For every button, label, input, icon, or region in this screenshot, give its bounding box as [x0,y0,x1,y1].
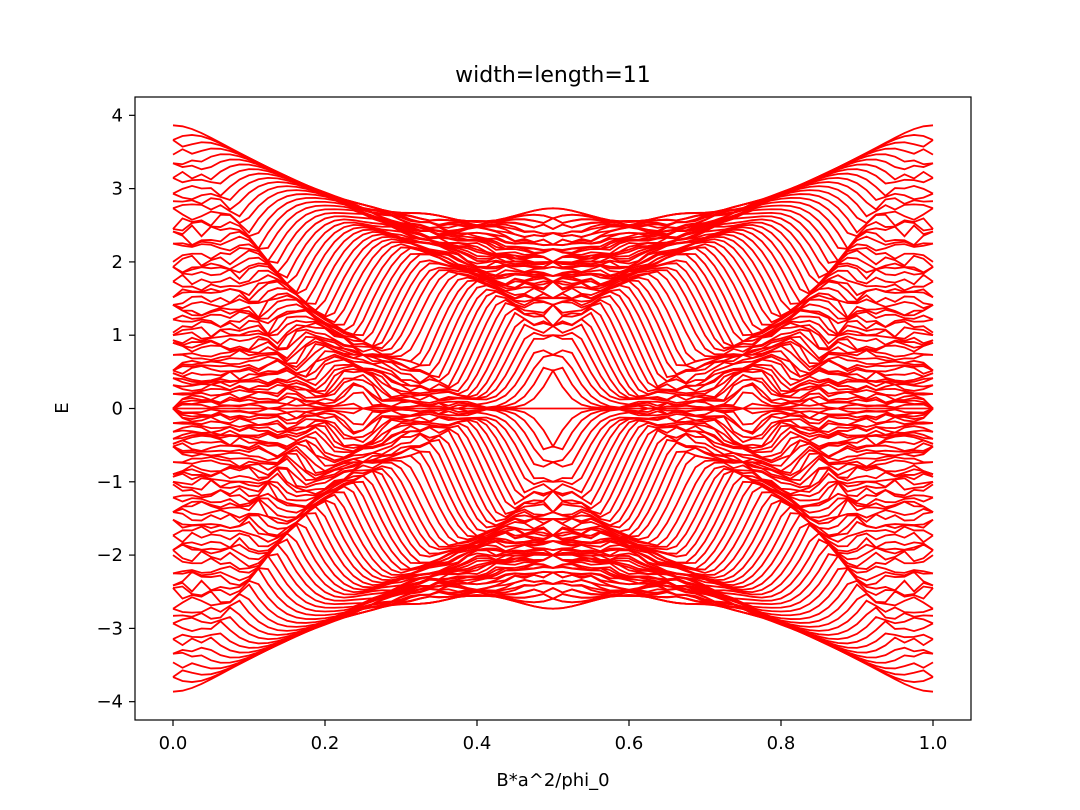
energy-level-line [172,485,934,571]
y-tick-label: 2 [112,252,123,273]
y-tick-label: 0 [112,399,123,420]
y-tick-label: −2 [96,545,123,566]
chart-title: width=length=11 [455,63,651,88]
y-tick-label: 3 [112,179,123,200]
energy-level-line [172,349,934,410]
y-tick-label: 1 [112,325,123,346]
x-axis-ticks: 0.0 0.2 0.4 0.6 0.8 1.0 [159,720,948,754]
energy-level-line [172,331,934,402]
energy-level-line [172,204,934,251]
energy-level-line [172,290,934,384]
energy-level-line [172,124,934,223]
x-tick-label: 0.8 [767,733,796,754]
energy-level-line [172,469,934,558]
energy-level-line [172,247,934,336]
energy-level-line [172,407,934,449]
energy-level-line [172,438,934,529]
y-tick-label: −3 [96,618,123,639]
energy-level-line [172,566,934,617]
energy-level-line [172,416,934,494]
y-axis-label: E [52,402,73,413]
x-axis-label: B*a^2/phi_0 [496,770,609,791]
x-tick-label: 0.0 [159,733,188,754]
energy-level-line [172,542,934,602]
y-tick-label: −4 [96,692,123,713]
y-axis-ticks: −4 −3 −2 −1 0 1 2 3 4 [96,105,135,713]
energy-level-line [172,493,934,576]
energy-level-line [172,366,934,410]
x-tick-label: 0.6 [615,733,644,754]
energy-level-line [172,189,934,246]
x-tick-label: 0.4 [463,733,492,754]
energy-level-line [172,243,934,326]
energy-level-line [172,454,934,541]
x-tick-label: 1.0 [919,733,948,754]
energy-level-line [172,262,934,348]
energy-level-line [172,279,934,367]
y-tick-label: −1 [96,472,123,493]
energy-level-line [172,407,934,483]
energy-level-line [172,407,934,464]
x-tick-label: 0.2 [311,733,340,754]
energy-level-curves [172,124,934,693]
energy-level-line [172,218,934,279]
energy-level-line [172,578,934,632]
y-tick-label: 4 [112,105,123,126]
